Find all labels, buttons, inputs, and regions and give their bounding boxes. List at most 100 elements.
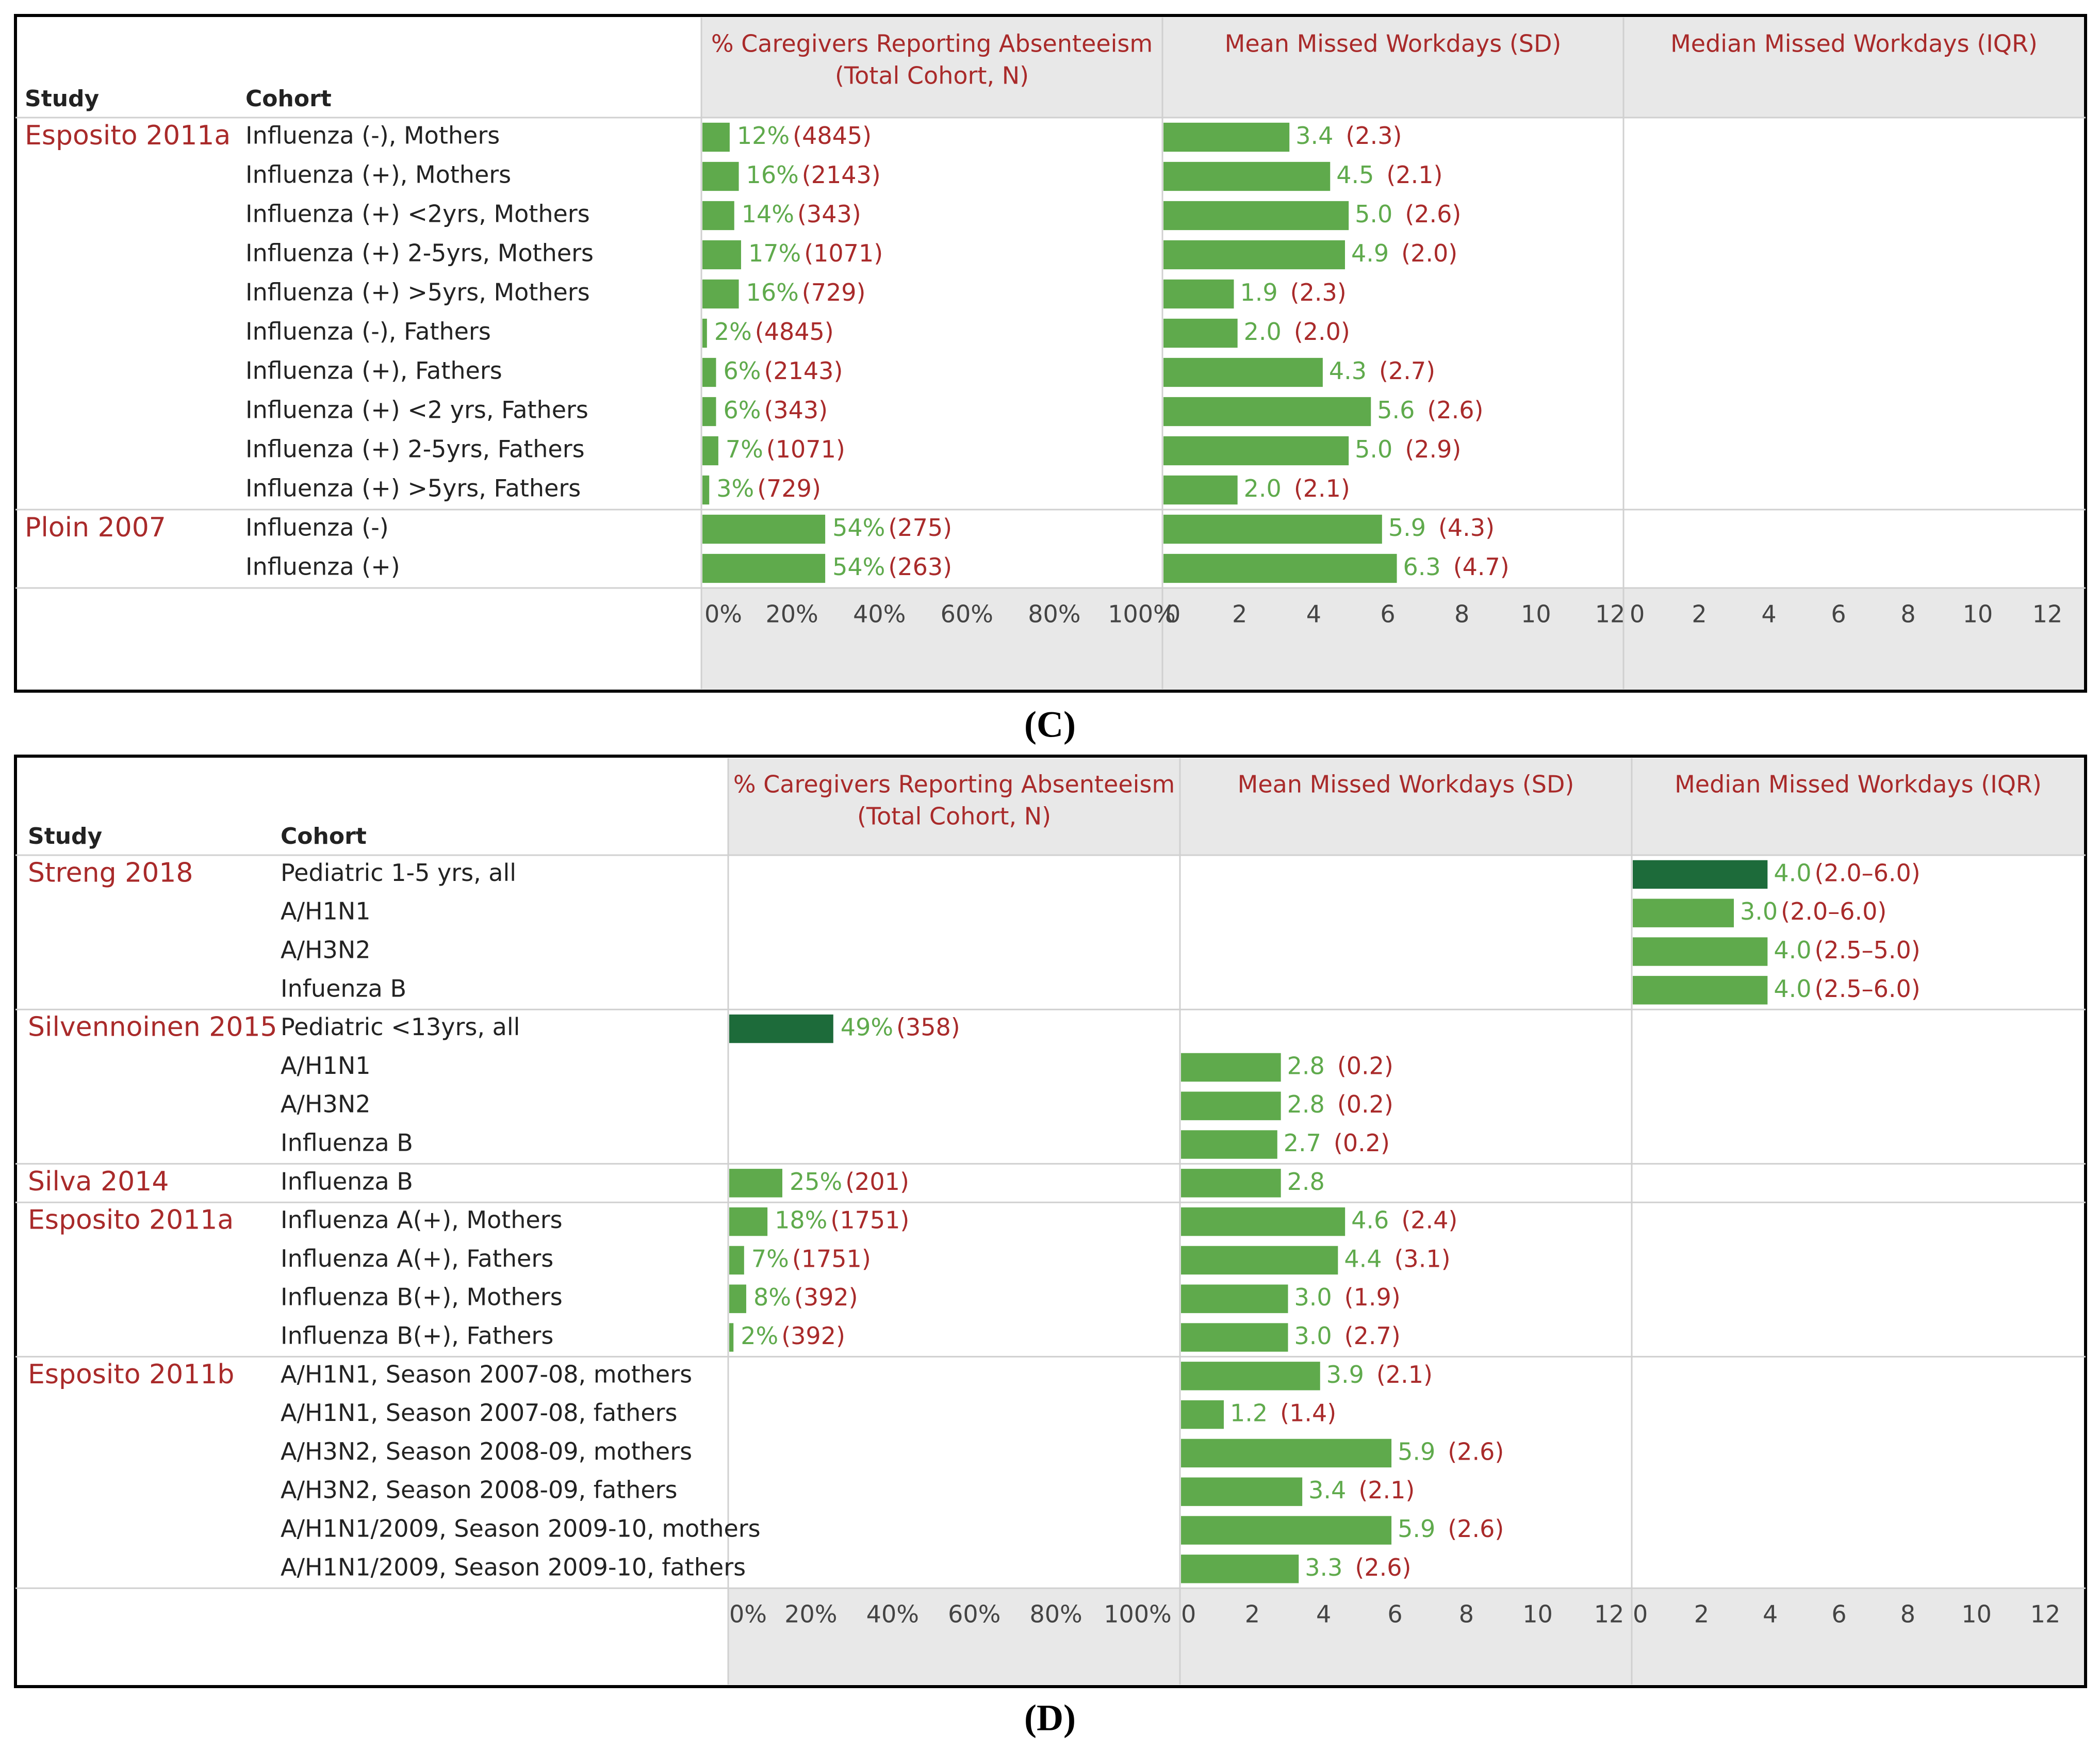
percent-value-label: 54% (275) <box>832 514 952 542</box>
percent-tick-label: 100% <box>1104 1600 1172 1628</box>
mean-sd: (0.2) <box>1334 1129 1390 1157</box>
mean-value: 5.9 <box>1398 1437 1435 1465</box>
cohort-label: Influenza (+) 2-5yrs, Fathers <box>245 435 585 463</box>
mean-sd: (2.1) <box>1294 475 1350 502</box>
percent-bar <box>729 1014 833 1043</box>
mean-tick-label: 2 <box>1232 600 1247 628</box>
panel-border <box>14 14 2087 693</box>
mean-sd: (1.4) <box>1280 1399 1336 1427</box>
mean-bar <box>1181 1555 1299 1583</box>
mean-value: 5.9 <box>1388 514 1426 542</box>
cohort-label: Influenza (+), Fathers <box>245 357 502 385</box>
mean-tick-label: 12 <box>1594 1600 1625 1628</box>
cohort-n: (201) <box>845 1167 909 1195</box>
mean-bar <box>1163 475 1238 505</box>
percent-value: 7% <box>726 435 763 463</box>
median-tick-label: 12 <box>2032 600 2063 628</box>
median-tick-label: 0 <box>1630 600 1645 628</box>
mean-sd: (4.7) <box>1453 553 1510 581</box>
percent-value-label: 2% (4845) <box>714 318 834 346</box>
cohort-n: (729) <box>802 279 866 306</box>
mean-value: 4.9 <box>1351 239 1389 267</box>
percent-bar <box>729 1207 768 1236</box>
header-percent-line2: (Total Cohort, N) <box>835 62 1029 90</box>
percent-value: 2% <box>714 318 752 346</box>
cohort-label: Pediatric 1-5 yrs, all <box>281 859 516 887</box>
mean-value: 3.9 <box>1326 1360 1364 1388</box>
mean-value-label: 5.9 (2.6) <box>1398 1437 1504 1465</box>
mean-bar <box>1163 161 1331 191</box>
mean-value-label: 4.4 (3.1) <box>1344 1245 1450 1272</box>
percent-tick-label: 80% <box>1028 600 1080 628</box>
percent-value-label: 7% (1751) <box>751 1245 871 1272</box>
percent-bar <box>702 240 741 270</box>
mean-bar <box>1163 357 1323 387</box>
mean-value: 3.0 <box>1294 1322 1332 1350</box>
median-bar <box>1633 976 1768 1005</box>
cohort-n: (1071) <box>804 239 883 267</box>
study-name: Ploin 2007 <box>25 512 166 543</box>
mean-sd: (2.1) <box>1376 1360 1433 1388</box>
mean-bar <box>1181 1516 1392 1545</box>
median-value: 4.0 <box>1774 859 1811 887</box>
mean-value: 2.8 <box>1287 1090 1325 1118</box>
percent-tick-label: 20% <box>765 600 818 628</box>
cohort-label: Influenza B <box>281 1129 413 1157</box>
cohort-label: A/H1N1, Season 2007-08, fathers <box>281 1399 678 1427</box>
mean-value-label: 2.7 (0.2) <box>1284 1129 1390 1157</box>
percent-value-label: 17% (1071) <box>748 239 883 267</box>
header-study: Study <box>28 823 102 849</box>
mean-bar <box>1181 1053 1281 1082</box>
cohort-label: A/H3N2 <box>281 936 371 964</box>
median-value-label: 4.0 (2.5–5.0) <box>1774 936 1920 964</box>
cohort-n: (343) <box>764 396 828 424</box>
cohort-n: (392) <box>781 1322 845 1350</box>
percent-bar <box>729 1323 734 1352</box>
median-iqr: (2.5–6.0) <box>1814 974 1920 1002</box>
mean-sd: (2.6) <box>1405 200 1461 228</box>
header-study: Study <box>25 86 99 112</box>
mean-sd: (1.9) <box>1344 1283 1401 1311</box>
mean-value: 4.6 <box>1351 1206 1389 1234</box>
cohort-label: A/H1N1, Season 2007-08, mothers <box>281 1360 692 1388</box>
mean-sd: (2.3) <box>1346 122 1402 150</box>
mean-value-label: 6.3 (4.7) <box>1403 553 1510 581</box>
percent-value-label: 18% (1751) <box>775 1206 909 1234</box>
cohort-label: Influenza (-) <box>245 514 389 542</box>
mean-sd: (2.1) <box>1386 161 1442 189</box>
median-tick-label: 6 <box>1831 600 1846 628</box>
mean-value-label: 5.9 (4.3) <box>1388 514 1495 542</box>
mean-tick-label: 10 <box>1521 600 1551 628</box>
percent-bar <box>702 201 734 231</box>
mean-tick-label: 0 <box>1166 600 1180 628</box>
median-iqr: (2.0–6.0) <box>1814 859 1920 887</box>
mean-sd: (2.0) <box>1401 239 1457 267</box>
mean-bar <box>1163 122 1290 152</box>
median-bar <box>1633 937 1768 966</box>
percent-value: 6% <box>723 396 761 424</box>
mean-tick-label: 0 <box>1181 1600 1196 1628</box>
mean-value: 2.0 <box>1244 318 1282 346</box>
cohort-n: (1751) <box>830 1206 909 1234</box>
cohort-label: A/H1N1 <box>281 897 371 925</box>
median-value: 4.0 <box>1774 974 1811 1002</box>
mean-sd: (2.6) <box>1448 1437 1504 1465</box>
mean-bar <box>1181 1246 1338 1275</box>
median-iqr: (2.0–6.0) <box>1781 897 1886 925</box>
median-value-label: 3.0 (2.0–6.0) <box>1740 897 1886 925</box>
mean-tick-label: 4 <box>1306 600 1321 628</box>
percent-bar <box>702 475 710 505</box>
cohort-n: (2143) <box>764 357 843 385</box>
cohort-label: Influenza (+), Mothers <box>245 161 511 189</box>
percent-value-label: 6% (2143) <box>723 357 843 385</box>
header-background <box>728 758 2085 855</box>
mean-sd: (2.7) <box>1379 357 1435 385</box>
mean-value-label: 3.9 (2.1) <box>1326 1360 1433 1388</box>
percent-value: 12% <box>737 122 790 150</box>
axis-background <box>728 1588 2085 1685</box>
median-tick-label: 12 <box>2030 1600 2061 1628</box>
mean-value: 1.2 <box>1230 1399 1268 1427</box>
percent-value: 8% <box>753 1283 791 1311</box>
header-percent-line1: % Caregivers Reporting Absenteeism <box>711 30 1153 58</box>
